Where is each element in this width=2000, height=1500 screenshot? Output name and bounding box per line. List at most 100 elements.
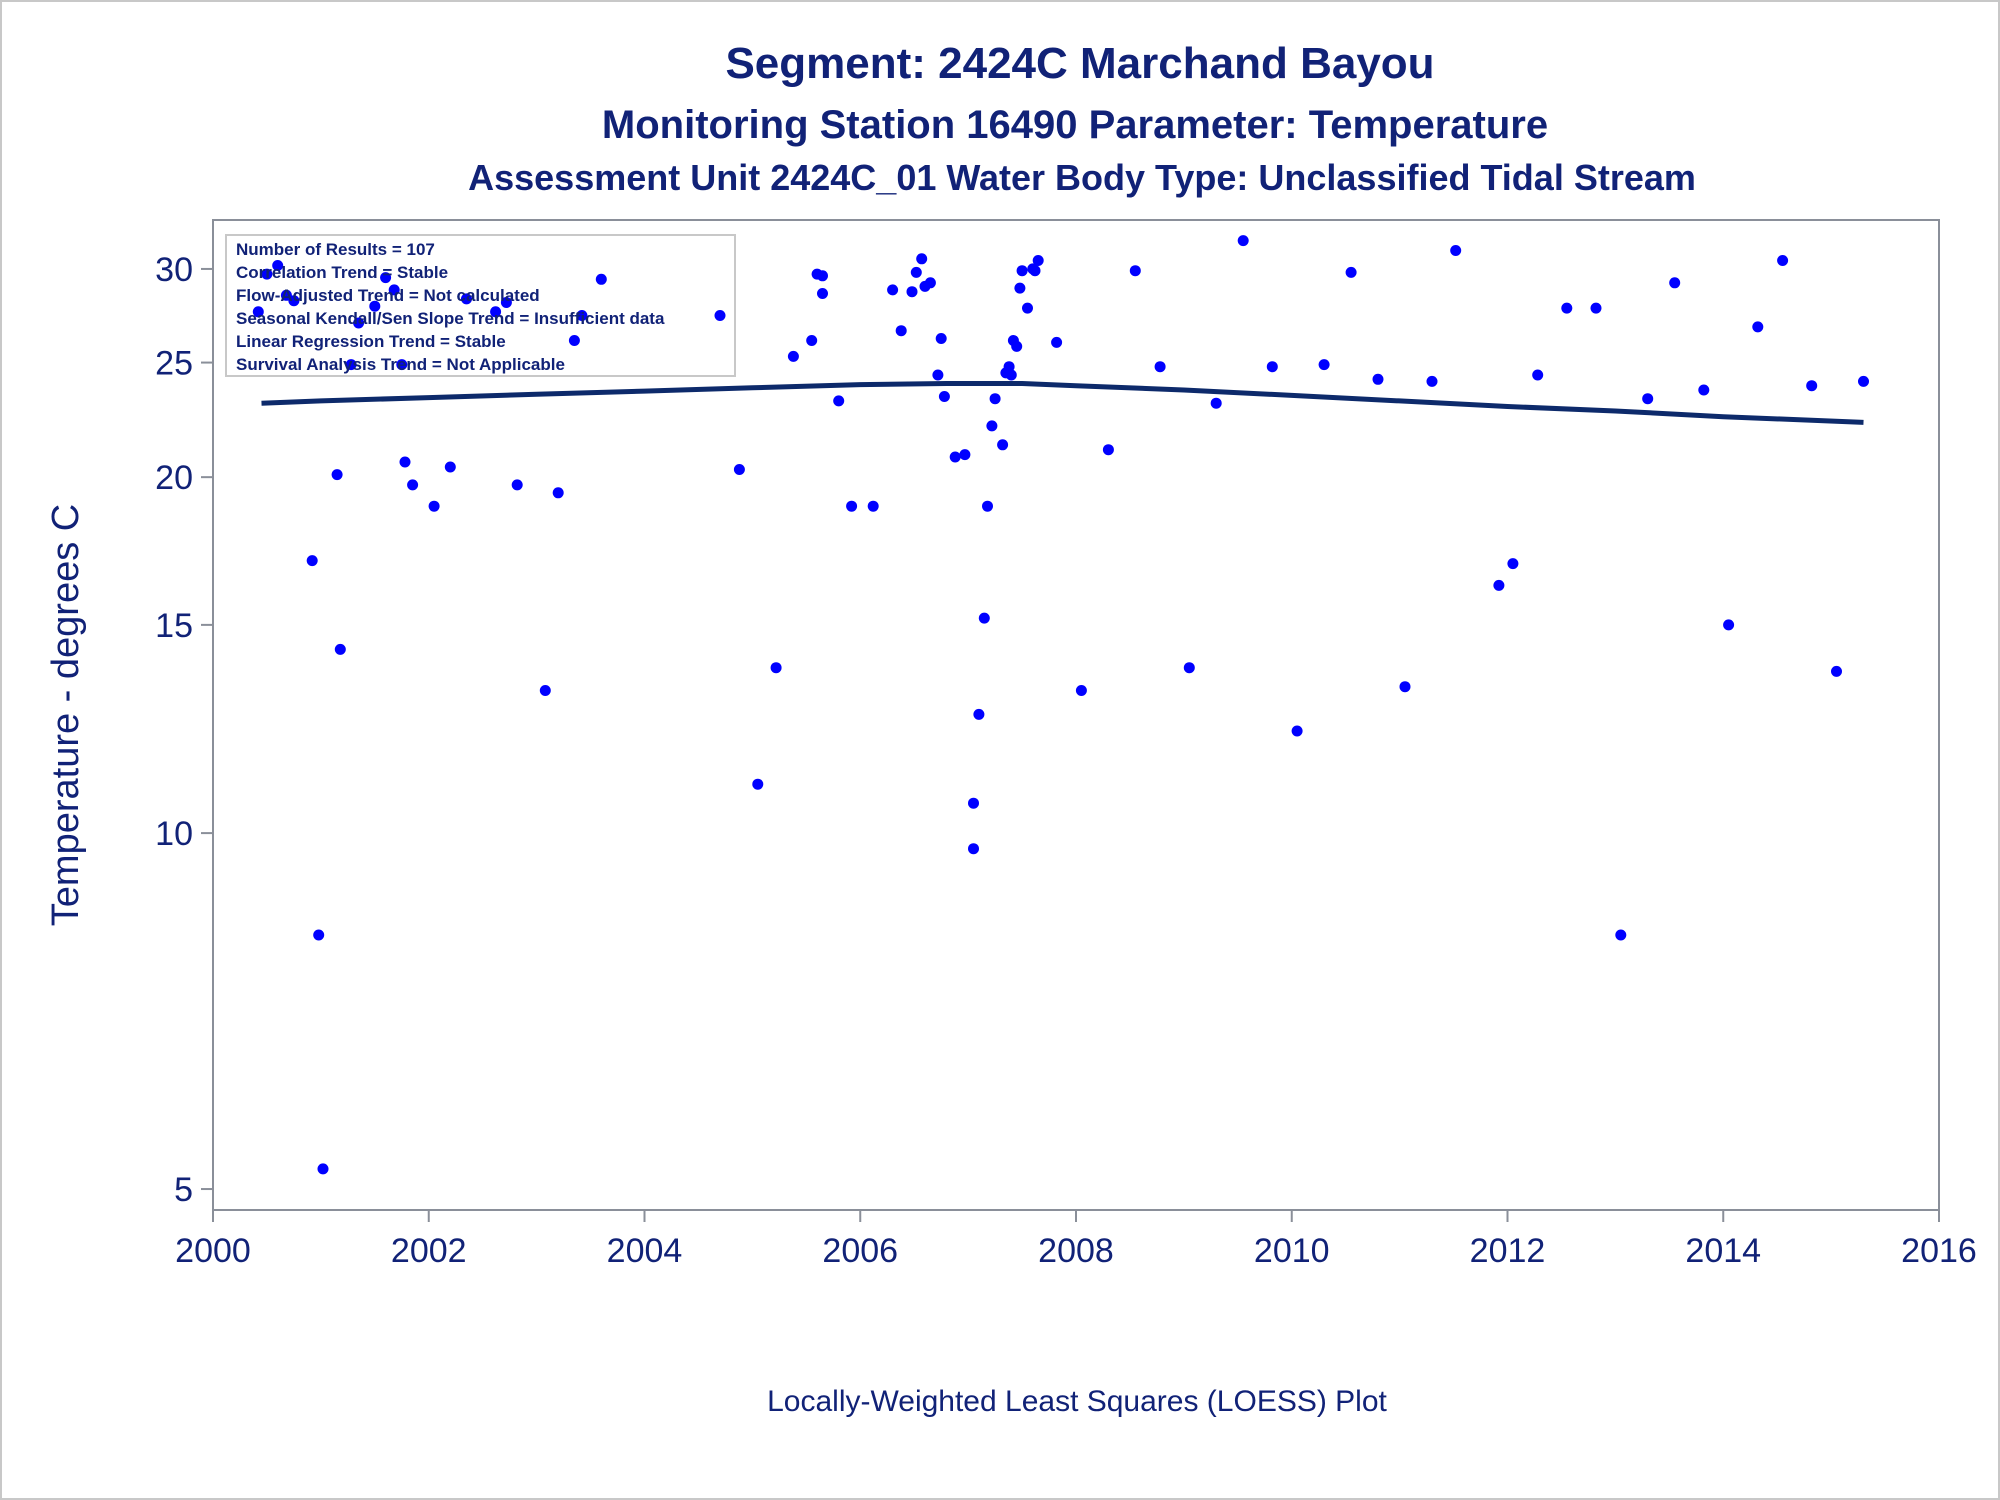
data-point	[949, 451, 961, 463]
data-point	[997, 439, 1009, 451]
data-point	[317, 1163, 329, 1175]
data-point	[989, 393, 1001, 405]
data-point	[334, 643, 346, 655]
data-point	[1075, 685, 1087, 696]
data-point	[568, 335, 580, 346]
data-point	[1723, 619, 1735, 631]
data-point	[1005, 369, 1017, 381]
data-point	[1806, 380, 1818, 392]
data-point	[428, 500, 440, 512]
data-point	[261, 268, 273, 280]
data-point	[1590, 302, 1602, 314]
data-point	[1318, 359, 1330, 371]
data-point	[867, 500, 879, 512]
stats-box-border	[225, 234, 736, 377]
data-points	[252, 235, 1869, 1175]
data-point	[1615, 929, 1627, 941]
y-tick-label: 30	[155, 251, 193, 289]
x-tick-label: 2000	[175, 1232, 251, 1270]
data-point	[906, 286, 918, 298]
data-point	[1507, 558, 1519, 570]
data-point	[490, 306, 502, 318]
x-axis: 2000 2002 2004 2006 2008 2010 2012 2014 2016	[175, 1209, 1977, 1270]
data-point	[1237, 235, 1249, 247]
data-point	[910, 266, 922, 278]
data-point	[806, 335, 818, 346]
data-point	[345, 359, 357, 371]
data-point	[1051, 336, 1063, 348]
data-point	[1032, 255, 1044, 266]
stats-flow-adjusted: Flow-Adjusted Trend = Not calculated	[236, 286, 540, 305]
data-point	[817, 288, 828, 299]
x-tick-label: 2016	[1901, 1232, 1977, 1270]
data-point	[1493, 579, 1505, 591]
data-point	[1266, 361, 1278, 373]
data-point	[932, 369, 944, 381]
data-point	[1450, 245, 1462, 256]
y-axis: 5 10 15 20 25 30	[155, 220, 214, 1210]
chart-subtitle-2: Assessment Unit 2424C_01 Water Body Type…	[468, 157, 1696, 198]
stats-correlation: Correlation Trend = Stable	[236, 263, 448, 282]
data-point	[1014, 282, 1026, 294]
data-point	[252, 306, 264, 318]
data-point	[978, 612, 990, 624]
y-axis-label: Temperature - degrees C	[45, 504, 87, 926]
data-point	[1016, 265, 1028, 277]
data-point	[1426, 375, 1438, 387]
data-point	[461, 293, 472, 305]
data-point	[714, 310, 726, 321]
data-point	[924, 277, 936, 289]
y-tick-label: 10	[155, 815, 193, 853]
data-point	[1210, 397, 1222, 409]
x-tick-label: 2006	[822, 1232, 898, 1270]
data-point	[576, 310, 588, 321]
data-point	[787, 350, 799, 362]
data-point	[369, 300, 381, 312]
data-point	[968, 797, 979, 809]
y-tick-label: 20	[155, 459, 193, 497]
data-point	[1561, 302, 1573, 314]
data-point	[1372, 373, 1384, 385]
data-point	[833, 395, 845, 407]
data-point	[752, 778, 764, 790]
data-point	[313, 929, 325, 941]
stats-results: Number of Results = 107	[236, 240, 435, 259]
data-point	[968, 843, 979, 855]
data-point	[986, 420, 998, 432]
data-point	[973, 708, 985, 720]
data-point	[895, 325, 907, 337]
data-point	[1777, 255, 1789, 266]
data-point	[396, 359, 408, 371]
x-tick-label: 2010	[1254, 1232, 1330, 1270]
chart-subtitle: Monitoring Station 16490 Parameter: Temp…	[602, 103, 1548, 147]
data-point	[1669, 277, 1681, 289]
stats-survival: Survival Analysis Trend = Not Applicable	[236, 355, 565, 374]
data-point	[1291, 725, 1303, 737]
y-tick-label: 25	[155, 345, 193, 383]
data-point	[916, 253, 928, 265]
data-point	[380, 272, 392, 284]
data-point	[1532, 369, 1544, 381]
data-point	[511, 479, 523, 491]
data-point	[500, 297, 512, 308]
data-point	[552, 487, 564, 499]
data-point	[1154, 361, 1166, 373]
x-axis-label: Locally-Weighted Least Squares (LOESS) P…	[767, 1385, 1387, 1418]
data-point	[938, 391, 950, 402]
chart-title: Segment: 2424C Marchand Bayou	[725, 39, 1434, 88]
x-tick-label: 2002	[391, 1232, 467, 1270]
data-point	[353, 317, 365, 329]
data-point	[1752, 321, 1764, 333]
x-tick-label: 2014	[1685, 1232, 1761, 1270]
data-point	[595, 273, 607, 285]
data-point	[1029, 265, 1041, 277]
data-point	[1698, 384, 1710, 396]
x-tick-label: 2004	[607, 1232, 683, 1270]
data-point	[331, 469, 343, 481]
data-point	[1399, 681, 1411, 693]
data-point	[959, 449, 971, 461]
data-point	[1129, 265, 1141, 277]
stats-box: Number of Results = 107 Correlation Tren…	[225, 234, 736, 377]
data-point	[306, 555, 318, 567]
